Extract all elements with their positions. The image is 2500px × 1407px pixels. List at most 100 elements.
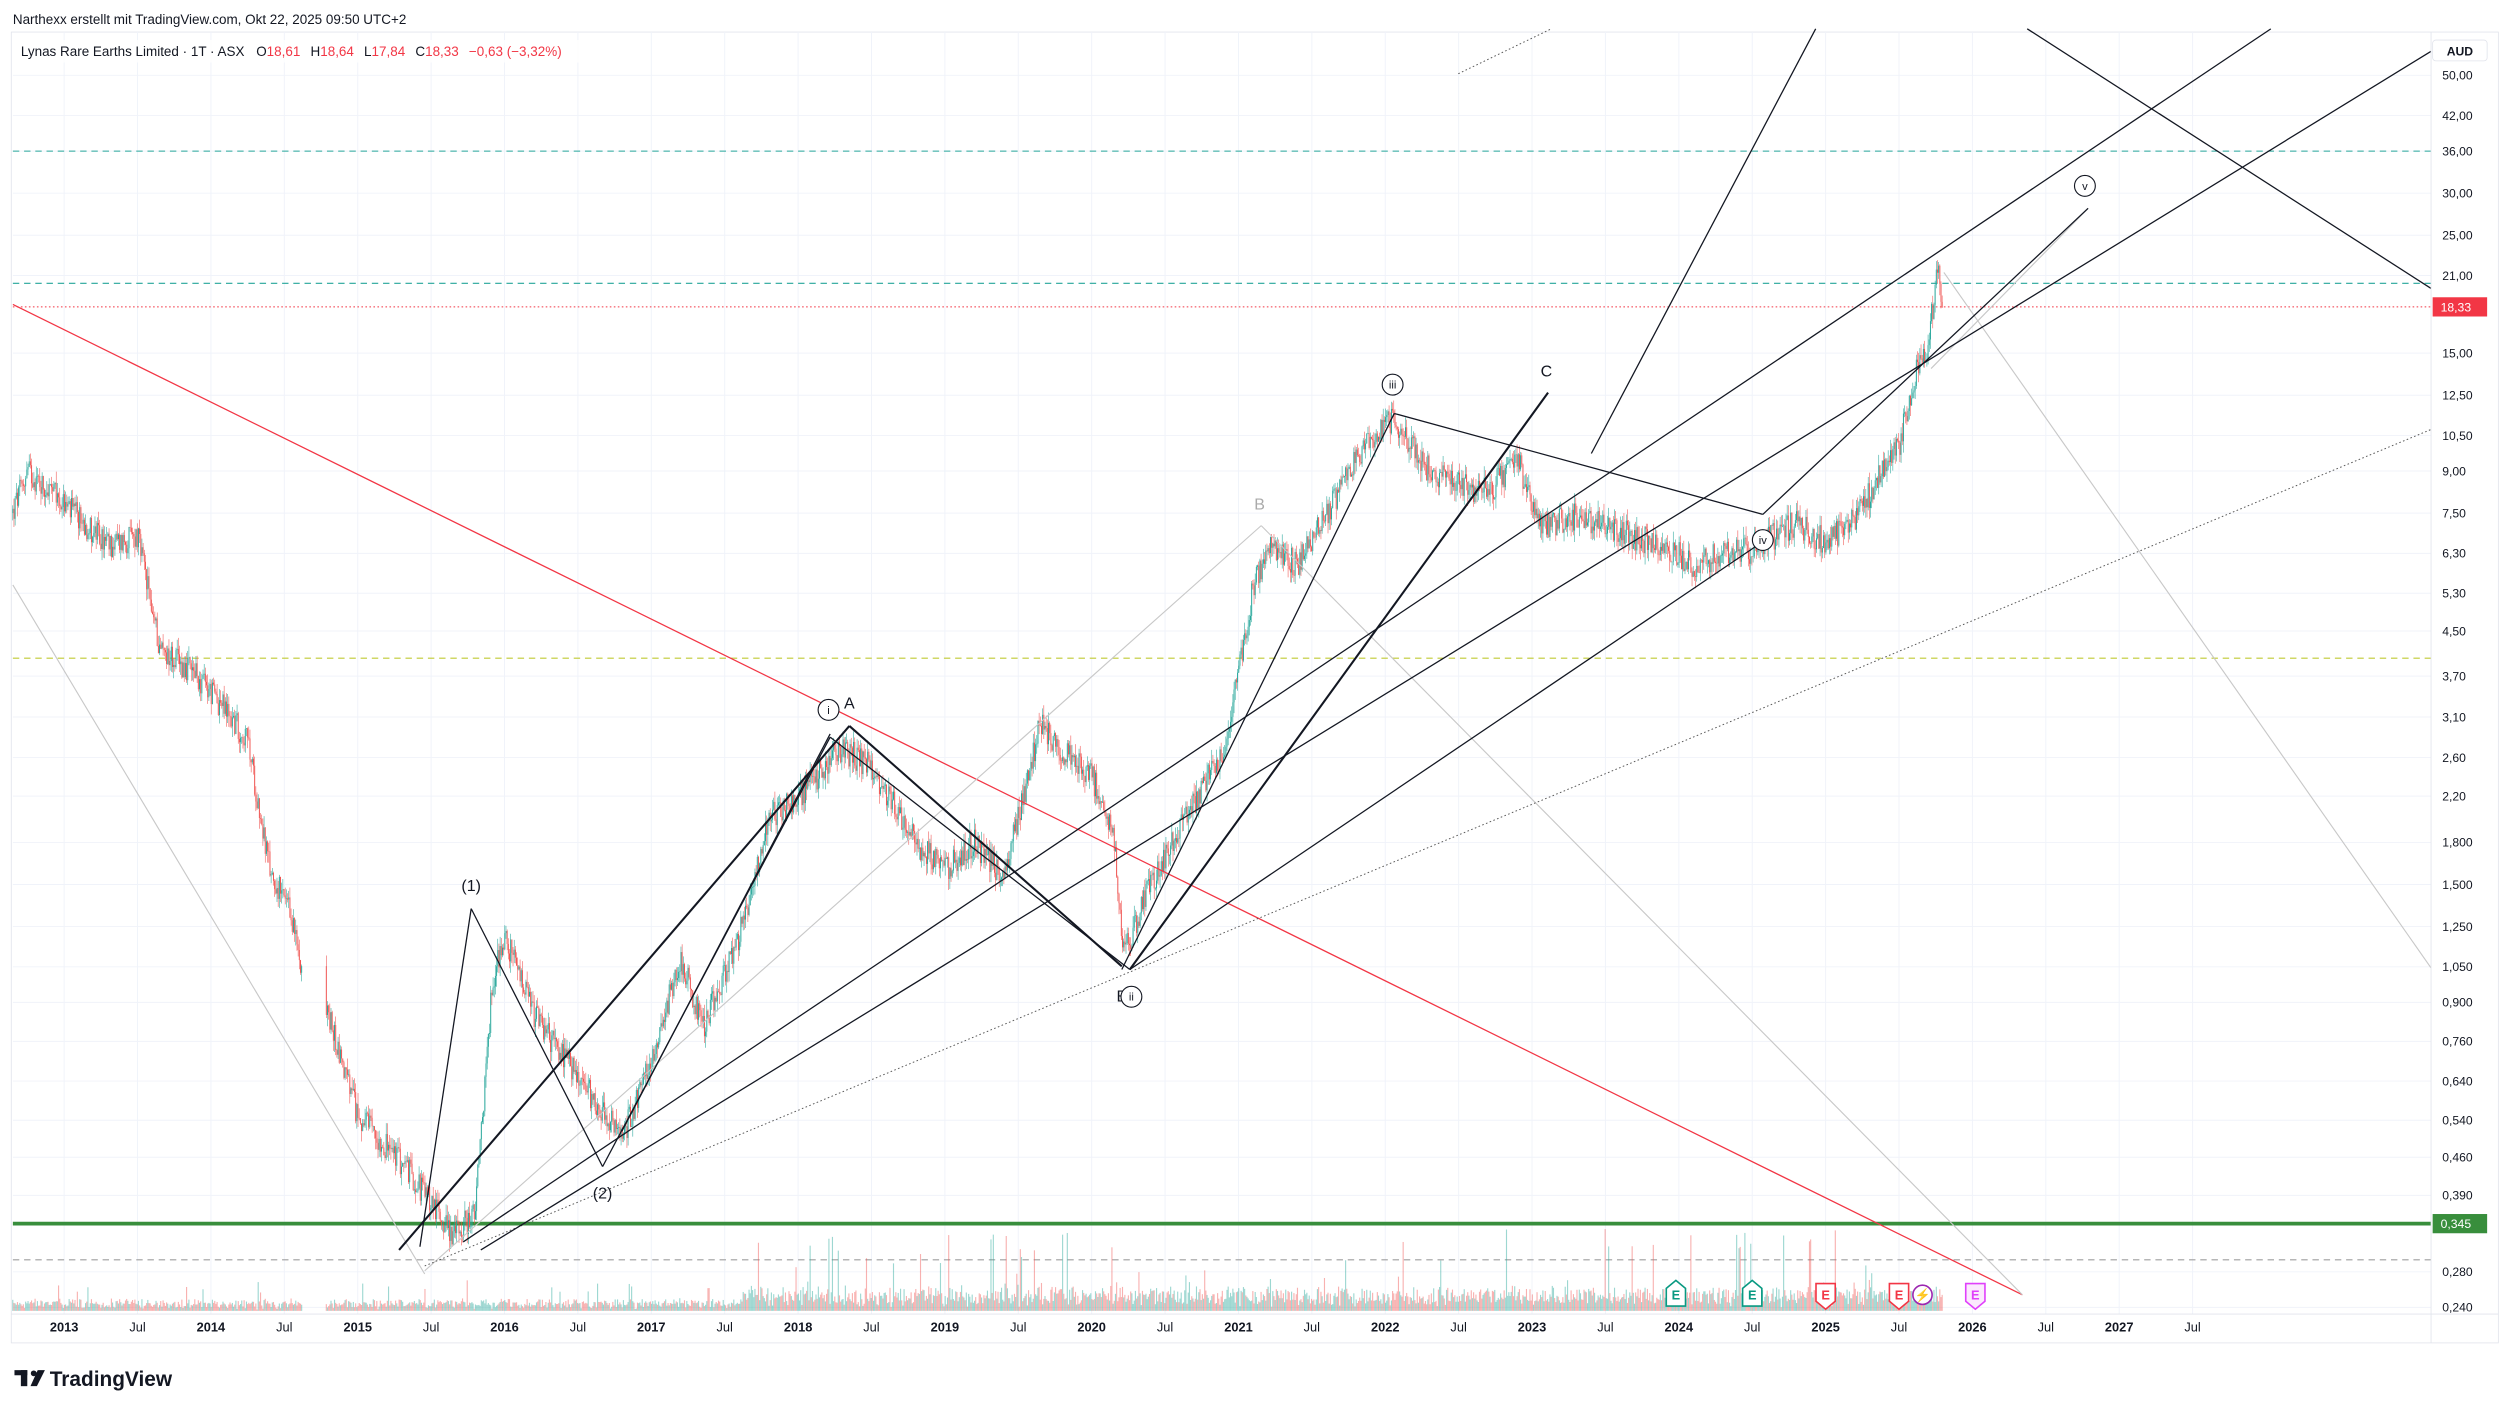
candle[interactable] [1772, 523, 1774, 526]
candle[interactable] [168, 648, 170, 666]
wave-line[interactable] [1394, 412, 1763, 516]
candle[interactable] [1141, 896, 1143, 910]
candle[interactable] [874, 776, 876, 779]
candle[interactable] [1610, 526, 1612, 530]
candle[interactable] [665, 1012, 667, 1022]
candle[interactable] [1045, 725, 1047, 729]
candle[interactable] [519, 966, 521, 982]
candle[interactable] [1073, 755, 1075, 758]
candle[interactable] [1294, 551, 1296, 576]
candle[interactable] [530, 991, 532, 1007]
candle[interactable] [666, 1000, 668, 1013]
candle[interactable] [1826, 539, 1828, 543]
candle[interactable] [738, 933, 739, 951]
candle[interactable] [559, 1052, 561, 1060]
candle[interactable] [95, 526, 97, 540]
candle[interactable] [1316, 517, 1318, 528]
candle[interactable] [1400, 428, 1402, 435]
candle[interactable] [1898, 440, 1900, 443]
candle[interactable] [585, 1083, 587, 1092]
candle[interactable] [925, 856, 927, 864]
candle[interactable] [1776, 528, 1778, 540]
candle[interactable] [1514, 454, 1516, 468]
candle[interactable] [1496, 468, 1498, 485]
candle[interactable] [1133, 915, 1135, 928]
candle[interactable] [15, 492, 17, 499]
candle[interactable] [73, 503, 75, 507]
candle[interactable] [707, 1010, 709, 1018]
candle[interactable] [1089, 765, 1091, 780]
channel-line[interactable] [1129, 541, 1764, 971]
candle[interactable] [848, 750, 850, 767]
candle[interactable] [99, 525, 101, 544]
candle[interactable] [1309, 539, 1311, 547]
candle[interactable] [1742, 546, 1744, 550]
candle[interactable] [1361, 446, 1363, 464]
candle[interactable] [900, 807, 902, 814]
candle[interactable] [939, 857, 941, 869]
candle[interactable] [1177, 838, 1179, 843]
candle[interactable] [733, 946, 735, 964]
candle[interactable] [1086, 765, 1088, 767]
candle[interactable] [1114, 847, 1116, 851]
candle[interactable] [1435, 471, 1437, 483]
candle[interactable] [258, 798, 260, 819]
candle[interactable] [1567, 516, 1569, 528]
candle[interactable] [999, 879, 1001, 881]
candle[interactable] [1095, 772, 1096, 797]
candle[interactable] [880, 787, 882, 795]
candle[interactable] [1827, 539, 1829, 549]
candle[interactable] [1692, 571, 1694, 577]
candle[interactable] [135, 529, 137, 547]
candle[interactable] [1308, 539, 1310, 549]
candle[interactable] [1099, 801, 1101, 805]
candle[interactable] [446, 1215, 448, 1229]
candle[interactable] [22, 483, 24, 487]
candle[interactable] [299, 960, 301, 973]
candle[interactable] [1572, 509, 1574, 531]
candle[interactable] [1125, 943, 1127, 945]
candle[interactable] [331, 1012, 333, 1031]
candle[interactable] [1794, 520, 1796, 527]
candle[interactable] [120, 534, 122, 550]
candle[interactable] [570, 1052, 572, 1067]
candle[interactable] [406, 1160, 408, 1162]
candle[interactable] [1325, 514, 1327, 522]
candle[interactable] [402, 1163, 404, 1167]
candle[interactable] [355, 1092, 357, 1122]
channel-line[interactable] [1590, 28, 1817, 454]
candle[interactable] [841, 754, 843, 763]
candle[interactable] [1625, 520, 1627, 536]
candle[interactable] [1349, 466, 1351, 477]
candle[interactable] [931, 864, 933, 870]
candle[interactable] [1405, 427, 1406, 437]
candle[interactable] [633, 1108, 635, 1119]
channel-line[interactable] [480, 50, 2432, 1251]
candle[interactable] [1300, 552, 1302, 570]
candle[interactable] [1201, 780, 1203, 784]
candle[interactable] [1541, 515, 1543, 534]
candle[interactable] [1165, 844, 1167, 869]
candle[interactable] [1346, 467, 1348, 481]
candle[interactable] [867, 751, 869, 773]
candle[interactable] [1210, 769, 1212, 780]
candle[interactable] [1442, 465, 1444, 477]
candle[interactable] [681, 952, 683, 975]
candle[interactable] [668, 984, 670, 1014]
candle[interactable] [157, 646, 159, 654]
candle[interactable] [1275, 540, 1277, 561]
candle[interactable] [829, 755, 831, 766]
candle[interactable] [719, 991, 721, 994]
candle[interactable] [554, 1037, 556, 1040]
candle[interactable] [1390, 408, 1392, 434]
candle[interactable] [1409, 447, 1411, 450]
candle[interactable] [1855, 508, 1857, 530]
candle[interactable] [491, 992, 493, 996]
candle[interactable] [444, 1224, 446, 1233]
candle[interactable] [1648, 535, 1650, 550]
candle[interactable] [967, 859, 968, 860]
candle[interactable] [667, 1000, 669, 1014]
candle[interactable] [743, 915, 745, 920]
candle[interactable] [184, 663, 186, 678]
candle[interactable] [1836, 521, 1837, 539]
